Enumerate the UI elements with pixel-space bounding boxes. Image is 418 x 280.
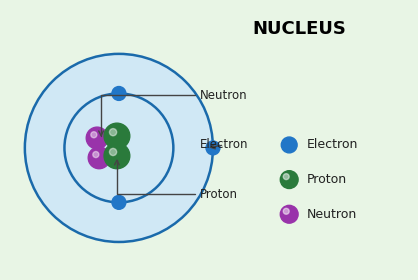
- Text: NUCLEUS: NUCLEUS: [252, 20, 346, 38]
- Circle shape: [110, 148, 117, 156]
- Circle shape: [112, 195, 126, 209]
- Circle shape: [281, 137, 297, 153]
- Circle shape: [88, 147, 110, 169]
- Text: Proton: Proton: [115, 160, 238, 201]
- Circle shape: [283, 174, 289, 179]
- Circle shape: [280, 205, 298, 223]
- Circle shape: [206, 141, 220, 155]
- Text: Electron: Electron: [307, 138, 358, 151]
- Circle shape: [110, 129, 117, 136]
- Text: Electron: Electron: [200, 138, 249, 151]
- Text: Neutron: Neutron: [307, 208, 357, 221]
- Circle shape: [25, 54, 213, 242]
- Circle shape: [86, 127, 108, 149]
- Circle shape: [104, 123, 130, 149]
- Circle shape: [93, 151, 99, 158]
- Circle shape: [112, 87, 126, 101]
- Circle shape: [104, 143, 130, 169]
- Circle shape: [283, 208, 289, 214]
- Text: Proton: Proton: [307, 173, 347, 186]
- Circle shape: [91, 132, 97, 138]
- Circle shape: [280, 171, 298, 188]
- Text: Neutron: Neutron: [99, 89, 248, 136]
